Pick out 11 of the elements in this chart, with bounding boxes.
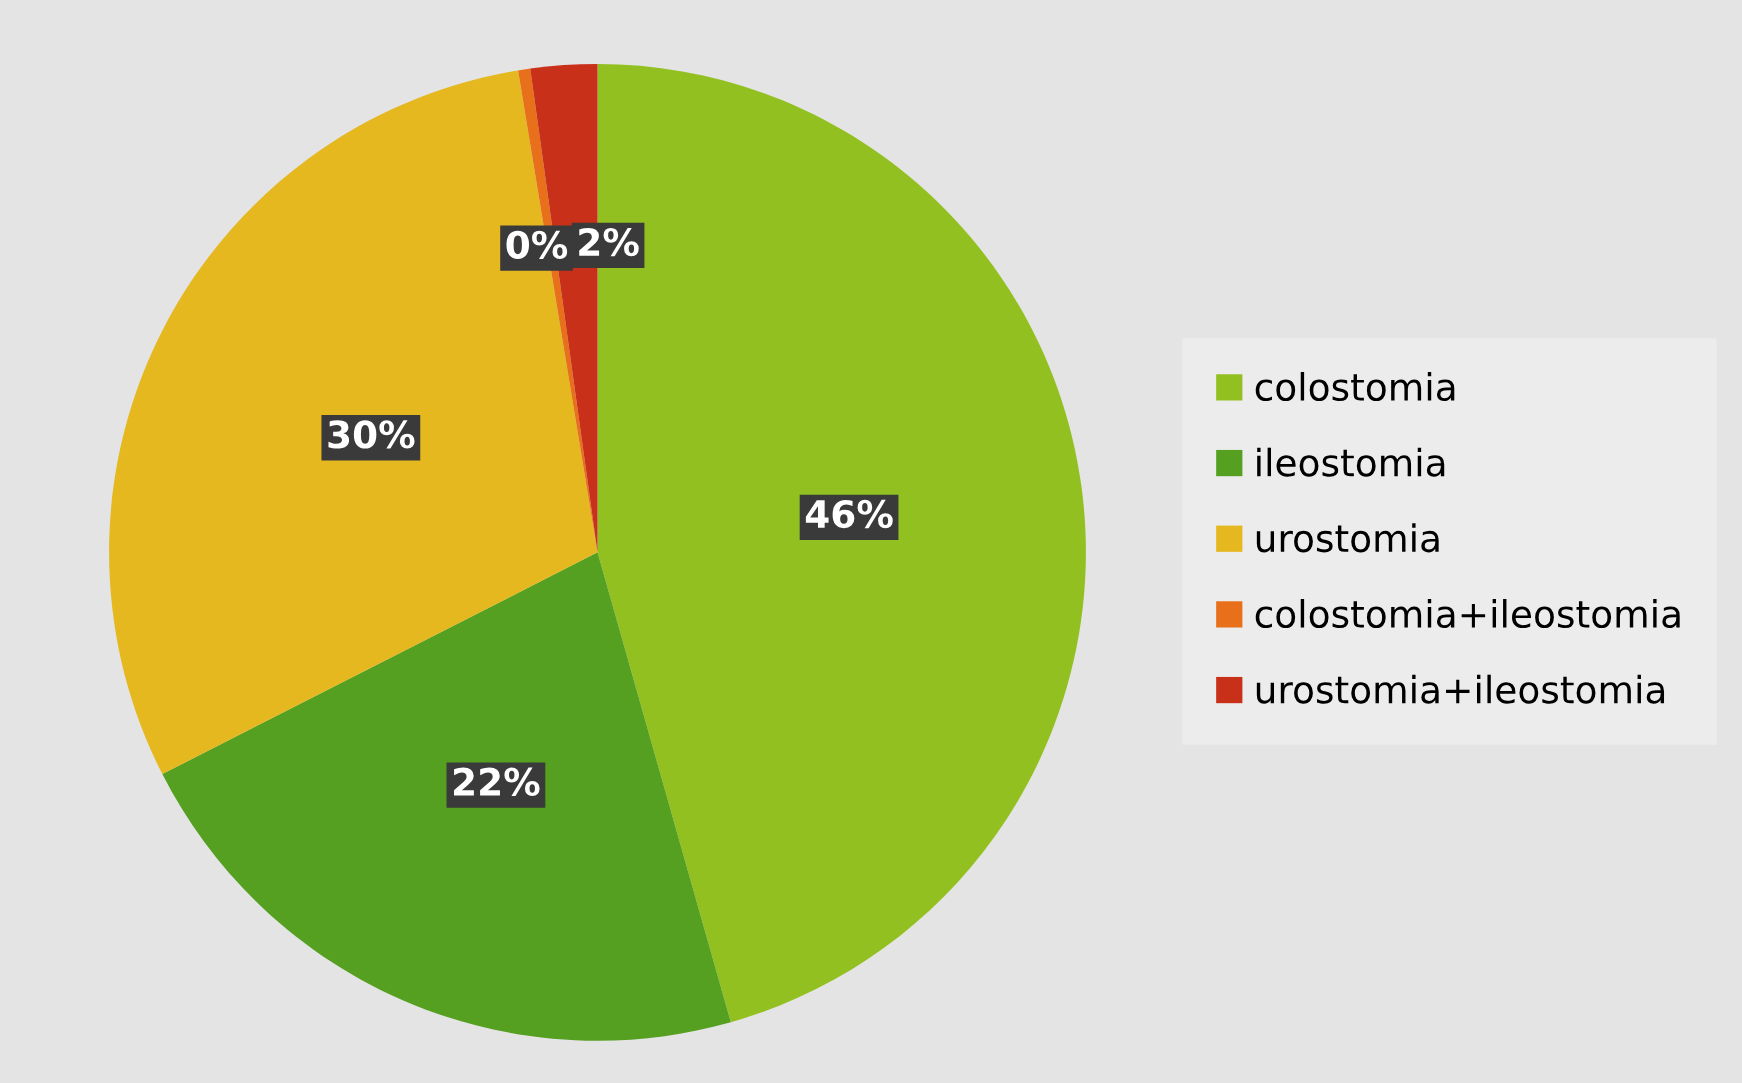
legend-label: colostomia [1255, 372, 1455, 402]
data-label: 46% [805, 499, 893, 529]
legend-label: colostomia+ileostomia [1255, 599, 1680, 629]
data-label: 2% [579, 227, 639, 257]
data-label: 0% [506, 230, 568, 259]
pie-slice [162, 552, 731, 1041]
data-label: 22% [453, 767, 540, 796]
data-label: 30% [328, 420, 415, 449]
legend-label: urostomia [1256, 523, 1439, 553]
legend-label: urostomia+ileostomia [1256, 674, 1665, 704]
legend-label: ileostomia [1257, 447, 1445, 477]
